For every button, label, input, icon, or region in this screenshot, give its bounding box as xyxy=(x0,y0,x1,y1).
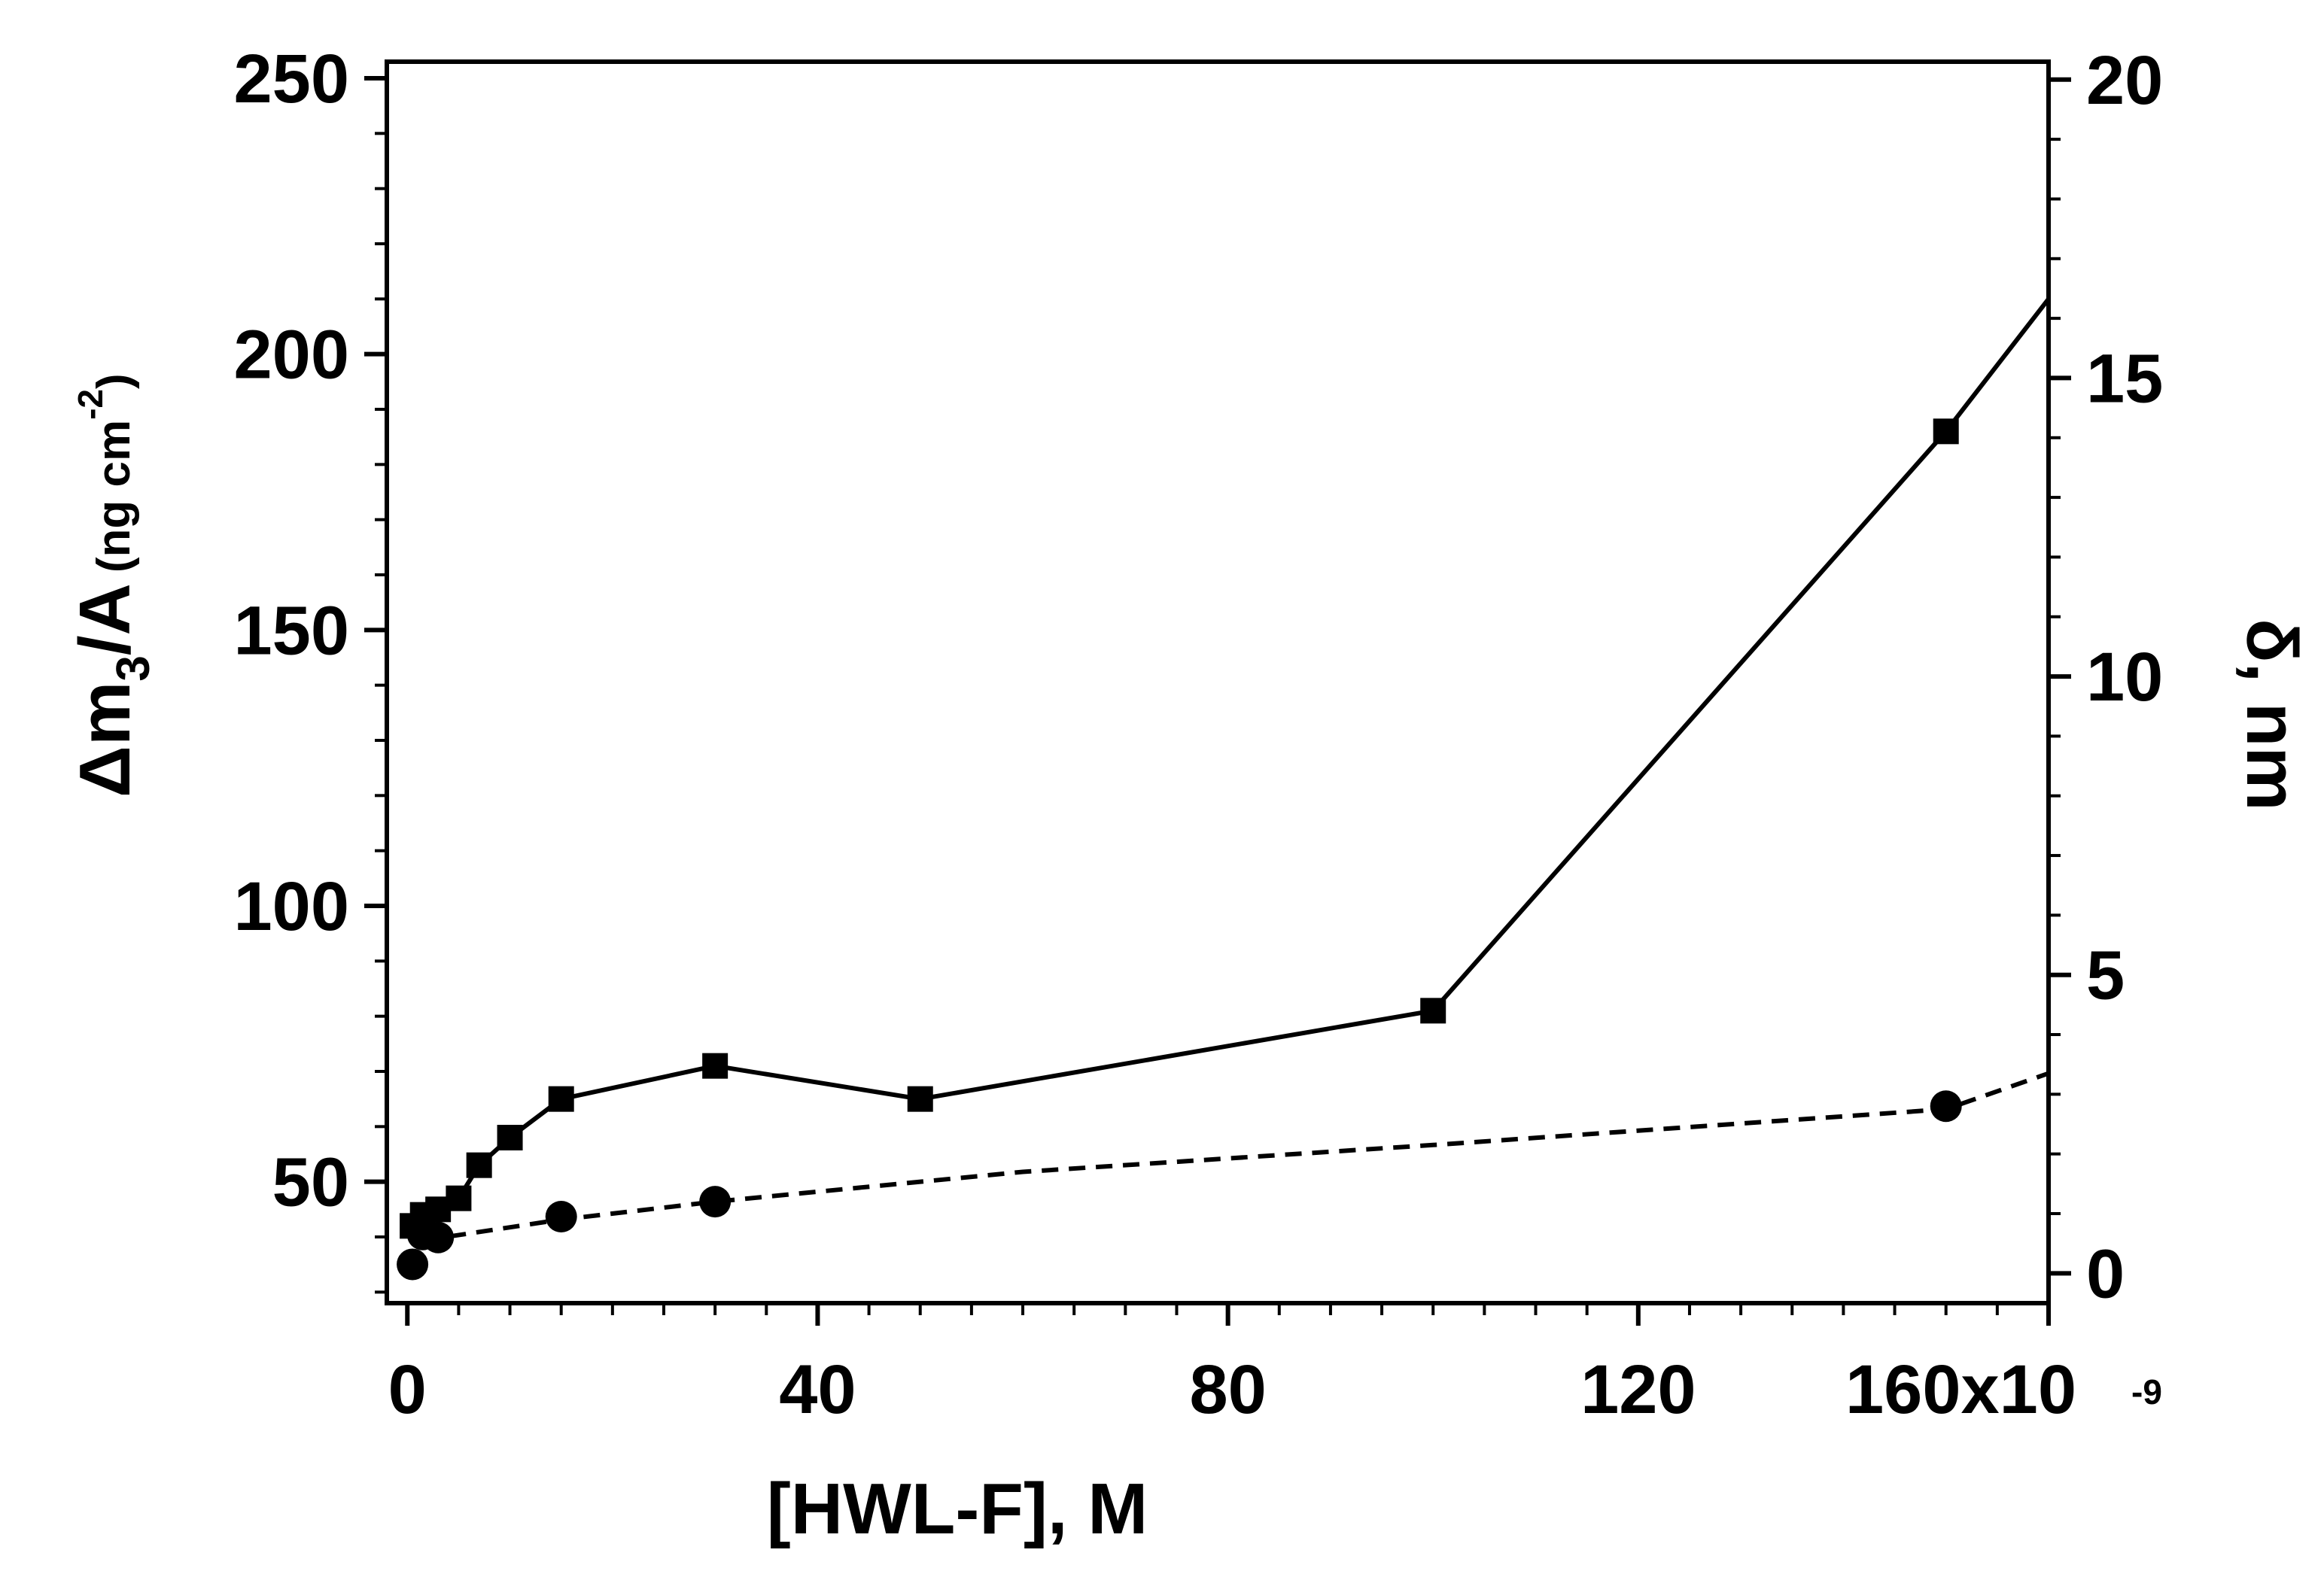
y-left-tick-labels: 50 100 150 200 250 xyxy=(234,41,350,1221)
y-left-label-unit-close: ) xyxy=(88,373,140,389)
thickness-data-point xyxy=(699,1186,732,1218)
x-exponent: -9 xyxy=(2131,1372,2162,1411)
y-right-tick-label: 5 xyxy=(2086,937,2125,1014)
mass-data-point xyxy=(1933,418,1959,445)
x-tick-label: 160x10 xyxy=(1845,1351,2076,1428)
x-tick-label: 80 xyxy=(1189,1351,1266,1428)
y-left-label-unit: (ng cm xyxy=(88,420,140,573)
x-tick-label: 40 xyxy=(779,1351,856,1428)
thickness-data-point xyxy=(1930,1090,1962,1123)
y-right-tick-label: 15 xyxy=(2086,340,2163,417)
y-left-tick-label: 250 xyxy=(234,41,350,117)
y-left-label-sub: 3 xyxy=(108,655,160,681)
y-left-axis-title: Δm3/A (ng cm-2) xyxy=(65,373,160,798)
mass-data-point xyxy=(466,1152,492,1178)
major-ticks xyxy=(364,76,2071,1326)
x-tick-labels: 0 40 80 120 160x10 xyxy=(388,1351,2076,1428)
mass-data-point xyxy=(907,1086,933,1112)
series-markers xyxy=(397,418,1962,1281)
plot-frame xyxy=(385,59,2051,1305)
y-right-tick-label: 0 xyxy=(2086,1235,2125,1312)
y-left-tick-label: 200 xyxy=(234,317,350,394)
mass-data-point xyxy=(548,1086,574,1112)
y-left-label-unit-sup: -2 xyxy=(71,389,110,420)
y-left-label-main: Δm xyxy=(65,682,145,798)
y-right-tick-label: 10 xyxy=(2086,639,2163,716)
x-tick-label: 0 xyxy=(388,1351,427,1428)
y-left-tick-label: 100 xyxy=(234,868,350,945)
mass-data-point xyxy=(702,1053,729,1079)
thickness-data-point xyxy=(397,1248,429,1281)
thickness-data-point xyxy=(545,1200,577,1232)
mass-data-point xyxy=(497,1125,523,1150)
thickness-series-line xyxy=(422,1071,2049,1243)
y-left-label-rest: /A xyxy=(65,583,145,655)
mass-data-point xyxy=(1420,998,1446,1024)
x-tick-label: 120 xyxy=(1580,1351,1696,1428)
y-right-tick-label: 20 xyxy=(2086,42,2163,119)
mass-series-line xyxy=(410,297,2051,1228)
y-right-tick-labels: 0 5 10 15 20 xyxy=(2086,42,2163,1313)
x-axis-title: [HWL-F], M xyxy=(767,1469,1148,1549)
y-right-axis-title: δ, nm xyxy=(2231,618,2312,811)
mass-data-point xyxy=(446,1185,472,1211)
y-left-tick-label: 150 xyxy=(234,592,350,669)
minor-ticks xyxy=(375,132,2061,1315)
thickness-data-point xyxy=(422,1221,455,1253)
y-left-tick-label: 50 xyxy=(272,1144,349,1221)
series-lines xyxy=(410,297,2051,1243)
